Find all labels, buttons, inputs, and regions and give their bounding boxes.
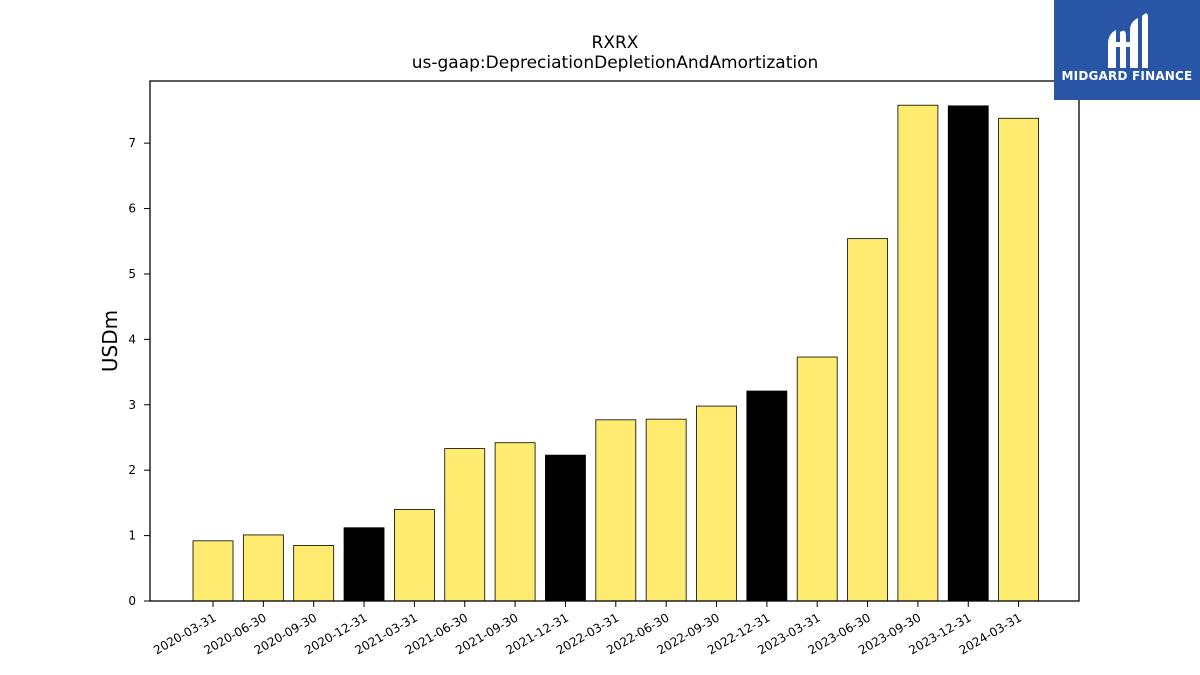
bar-2023-09-30 (897, 104, 939, 602)
bar-2020-12-31 (343, 527, 385, 602)
chart-title: RXRX (592, 33, 639, 53)
y-tick-label: 2 (128, 463, 136, 477)
bar-2020-06-30 (242, 534, 284, 602)
bar-2021-03-31 (393, 509, 435, 602)
bars-group (192, 104, 1039, 602)
y-tick-label: 5 (128, 267, 136, 281)
logo-text: MIDGARD FINANCE (1061, 69, 1193, 83)
bar-2024-03-31 (998, 117, 1039, 602)
y-axis-label: USDm (98, 310, 122, 372)
bar-2022-12-31 (746, 390, 788, 602)
y-tick-label: 1 (128, 529, 136, 543)
logo-mark-icon (1108, 13, 1148, 68)
bar-2022-06-30 (645, 418, 687, 602)
y-tick-label: 0 (128, 594, 136, 608)
bar-2022-03-31 (595, 419, 637, 602)
bar-2023-06-30 (847, 238, 888, 602)
x-axis-ticks: 2020-03-312020-06-302020-09-302020-12-31… (151, 601, 1024, 657)
bar-2021-06-30 (444, 448, 486, 602)
bar-2023-12-31 (947, 105, 989, 602)
bar-2020-09-30 (293, 545, 335, 602)
bar-2021-09-30 (494, 442, 536, 602)
bar-2020-03-31 (192, 540, 234, 602)
bar-2022-09-30 (696, 405, 737, 602)
y-tick-label: 6 (128, 202, 136, 216)
bar-2021-12-31 (545, 454, 586, 602)
y-tick-label: 4 (128, 332, 136, 346)
brand-logo: MIDGARD FINANCE (1054, 0, 1200, 100)
chart-subtitle: us-gaap:DepreciationDepletionAndAmortiza… (412, 53, 819, 73)
bar-2023-03-31 (796, 356, 838, 602)
y-axis-ticks: 0 1 2 3 4 5 6 7 (128, 136, 150, 608)
plot-frame (149, 80, 1080, 602)
y-tick-label: 7 (128, 136, 136, 150)
y-tick-label: 3 (128, 398, 136, 412)
